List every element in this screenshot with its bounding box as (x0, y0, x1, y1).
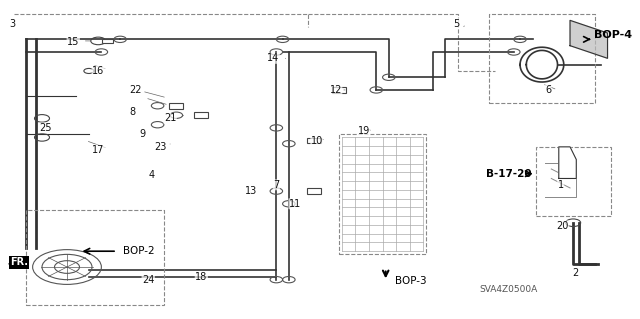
Text: 4: 4 (148, 170, 154, 180)
Bar (489, 14, 595, 103)
Text: 9: 9 (139, 129, 145, 139)
Text: 3: 3 (10, 19, 16, 28)
Bar (26, 210, 164, 305)
Polygon shape (570, 20, 607, 58)
Text: 15: 15 (67, 38, 79, 48)
Text: SVA4Z0500A: SVA4Z0500A (479, 285, 538, 294)
Text: 10: 10 (311, 136, 323, 145)
Bar (339, 134, 426, 254)
Text: 19: 19 (358, 126, 370, 136)
Text: BOP-3: BOP-3 (395, 276, 427, 286)
Bar (307, 138, 321, 143)
Text: BOP-4: BOP-4 (594, 30, 632, 40)
Text: 12: 12 (330, 85, 342, 95)
Text: 5: 5 (453, 19, 460, 28)
Text: 18: 18 (195, 271, 207, 281)
Text: 21: 21 (164, 113, 176, 123)
Bar (332, 87, 346, 93)
Text: 7: 7 (273, 180, 280, 190)
Text: 16: 16 (92, 66, 104, 76)
Bar (195, 112, 208, 118)
Bar (536, 147, 611, 216)
Text: 14: 14 (267, 53, 279, 63)
Text: 25: 25 (39, 123, 51, 133)
Text: 6: 6 (545, 85, 551, 95)
Text: 17: 17 (92, 145, 104, 155)
Polygon shape (559, 147, 576, 178)
Bar (307, 188, 321, 194)
Text: 24: 24 (142, 275, 154, 285)
Text: 22: 22 (129, 85, 142, 95)
Bar (170, 103, 183, 108)
Bar (102, 39, 113, 43)
Text: B-17-20: B-17-20 (486, 169, 531, 179)
Text: BOP-2: BOP-2 (124, 246, 155, 256)
Text: 1: 1 (557, 180, 564, 190)
Text: 11: 11 (289, 199, 301, 209)
Text: FR.: FR. (10, 257, 28, 267)
Text: 20: 20 (556, 221, 569, 231)
Text: 2: 2 (572, 268, 578, 278)
Text: 8: 8 (129, 107, 136, 117)
Text: 13: 13 (245, 186, 257, 196)
Text: 23: 23 (154, 142, 167, 152)
